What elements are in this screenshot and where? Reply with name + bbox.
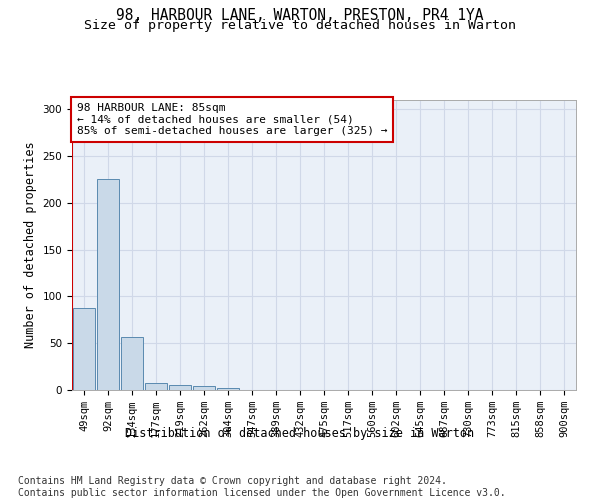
Bar xyxy=(145,382,167,390)
Text: Size of property relative to detached houses in Warton: Size of property relative to detached ho… xyxy=(84,19,516,32)
Bar xyxy=(73,308,95,390)
Y-axis label: Number of detached properties: Number of detached properties xyxy=(24,142,37,348)
Bar xyxy=(193,386,215,390)
Text: 98, HARBOUR LANE, WARTON, PRESTON, PR4 1YA: 98, HARBOUR LANE, WARTON, PRESTON, PR4 1… xyxy=(116,8,484,22)
Text: Contains HM Land Registry data © Crown copyright and database right 2024.
Contai: Contains HM Land Registry data © Crown c… xyxy=(18,476,506,498)
Bar xyxy=(121,336,143,390)
Bar xyxy=(217,388,239,390)
Bar xyxy=(169,386,191,390)
Text: Distribution of detached houses by size in Warton: Distribution of detached houses by size … xyxy=(125,428,475,440)
Text: 98 HARBOUR LANE: 85sqm
← 14% of detached houses are smaller (54)
85% of semi-det: 98 HARBOUR LANE: 85sqm ← 14% of detached… xyxy=(77,103,388,136)
Bar xyxy=(97,178,119,390)
